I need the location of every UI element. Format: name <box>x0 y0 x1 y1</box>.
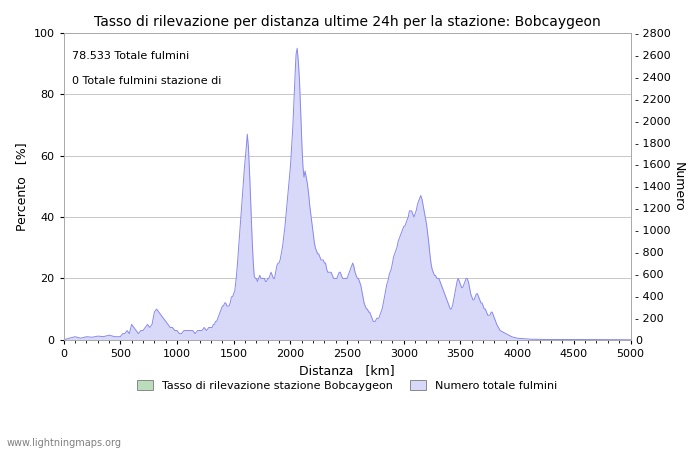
Y-axis label: Percento   [%]: Percento [%] <box>15 142 28 231</box>
Legend: Tasso di rilevazione stazione Bobcaygeon, Numero totale fulmini: Tasso di rilevazione stazione Bobcaygeon… <box>132 376 562 396</box>
Text: 0 Totale fulmini stazione di: 0 Totale fulmini stazione di <box>72 76 221 86</box>
Text: 78.533 Totale fulmini: 78.533 Totale fulmini <box>72 51 189 61</box>
Text: www.lightningmaps.org: www.lightningmaps.org <box>7 438 122 448</box>
X-axis label: Distanza   [km]: Distanza [km] <box>299 364 395 378</box>
Y-axis label: Numero: Numero <box>672 162 685 211</box>
Title: Tasso di rilevazione per distanza ultime 24h per la stazione: Bobcaygeon: Tasso di rilevazione per distanza ultime… <box>94 15 601 29</box>
